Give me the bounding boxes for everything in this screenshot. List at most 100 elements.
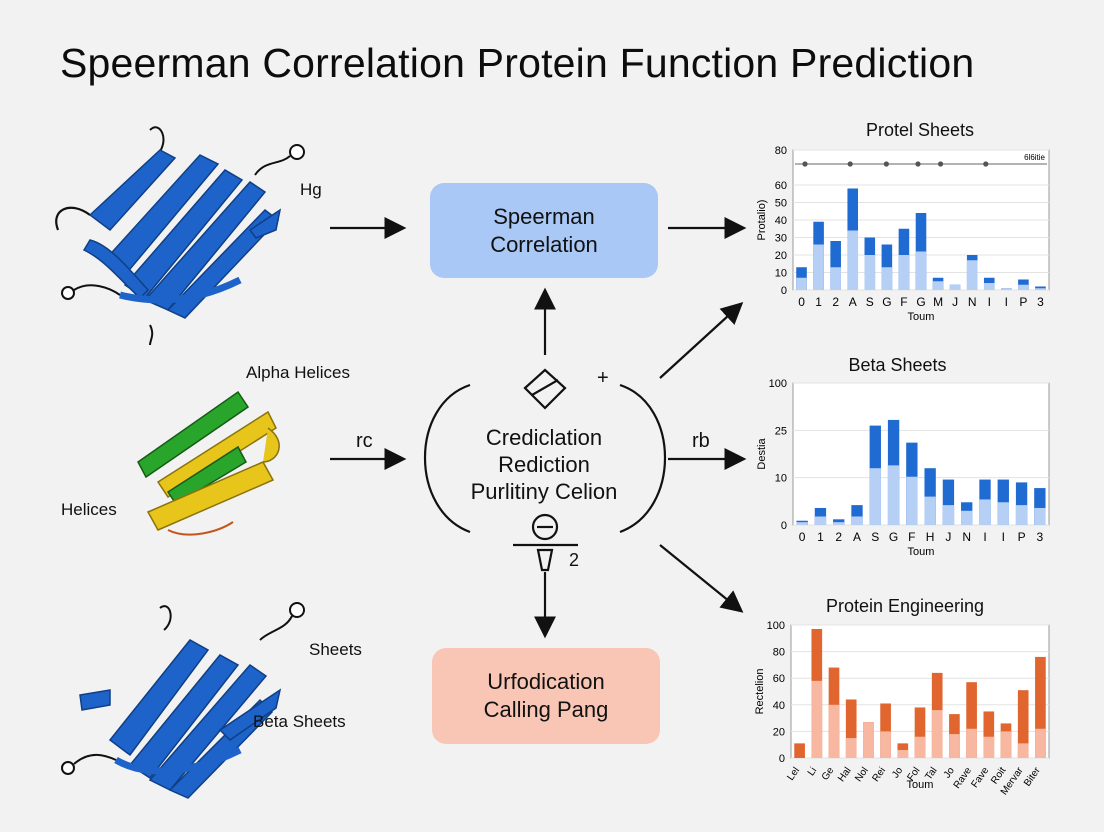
bar-segment	[966, 728, 977, 758]
x-tick-label: 0	[798, 295, 805, 309]
x-tick-label: A	[853, 530, 861, 544]
y-tick-label: 30	[775, 233, 787, 245]
bar-segment	[863, 722, 874, 758]
x-tick-label: G	[889, 530, 898, 544]
y-tick-label: 25	[775, 425, 787, 437]
y-axis-label: Destia	[756, 438, 768, 470]
y-tick-label: 100	[767, 620, 785, 632]
bar-segment	[983, 283, 995, 290]
label-beta-sheets: Beta Sheets	[253, 712, 346, 731]
x-tick-label: P	[1018, 530, 1026, 544]
y-tick-label: 0	[781, 285, 787, 297]
x-tick-label: Jo	[942, 765, 957, 780]
x-tick-label: Rave	[952, 765, 975, 791]
y-tick-label: 60	[775, 180, 787, 192]
bar-segment	[966, 260, 978, 290]
bar-segment	[949, 284, 961, 290]
y-tick-label: 10	[775, 473, 787, 485]
x-tick-label: N	[962, 530, 971, 544]
x-tick-label: S	[866, 295, 874, 309]
x-tick-label: F	[908, 530, 915, 544]
x-tick-label: Li	[806, 765, 819, 778]
x-tick-label: I	[1002, 530, 1005, 544]
bar-total	[880, 703, 891, 758]
y-tick-label: 60	[773, 673, 785, 685]
bar-segment	[864, 255, 876, 290]
x-tick-label: A	[849, 295, 857, 309]
x-tick-label: F	[900, 295, 907, 309]
x-tick-label: I	[988, 295, 991, 309]
bar-total	[942, 479, 955, 525]
arrow-label-rb: rb	[692, 430, 710, 452]
y-tick-label: 100	[769, 378, 787, 390]
chart2-title: Beta Sheets	[848, 355, 947, 375]
bar-total	[1034, 488, 1046, 525]
x-tick-label: H	[926, 530, 935, 544]
bar-segment	[942, 505, 955, 525]
bar-segment	[932, 281, 944, 290]
bar-segment	[847, 230, 859, 290]
bar-total	[845, 699, 857, 758]
x-tick-label: Hal	[836, 765, 854, 784]
reference-dot	[883, 161, 889, 167]
chart3-title: Protein Engineering	[825, 596, 985, 616]
speerman-correlation-box: Speerman Correlation	[430, 183, 658, 278]
arrow-label-rc: rc	[356, 430, 373, 452]
protein-ribbon-top-icon	[55, 126, 305, 346]
y-tick-label: 0	[779, 753, 785, 765]
bar-segment	[845, 738, 857, 758]
x-tick-label: Nol	[853, 765, 871, 784]
bar-segment	[881, 267, 893, 290]
bar-segment	[1035, 728, 1046, 758]
y-tick-label: 20	[775, 250, 787, 262]
x-tick-label: I	[1005, 295, 1008, 309]
reference-dot	[847, 161, 853, 167]
x-tick-label: G	[916, 295, 925, 309]
protein-ribbon-middle-icon	[137, 390, 280, 536]
x-axis-label: Toum	[908, 311, 935, 323]
label-hg: Hg	[300, 180, 322, 199]
bar-segment	[1001, 288, 1012, 290]
label-alpha-helices: Alpha Helices	[246, 363, 350, 382]
urfodication-box: Urfodication Calling Pang	[432, 648, 660, 744]
y-tick-label: 80	[773, 647, 785, 659]
bar-segment	[1015, 505, 1028, 525]
x-tick-label: N	[968, 295, 977, 309]
bar-segment	[811, 680, 823, 758]
bar-segment	[1017, 743, 1029, 758]
y-tick-label: 40	[773, 700, 785, 712]
label-helices: Helices	[61, 500, 117, 519]
bar-segment	[828, 704, 840, 758]
bar-total	[966, 682, 977, 758]
center-line3: Purlitiny Celion	[470, 479, 618, 504]
x-tick-label: 1	[817, 530, 824, 544]
bar-segment	[1034, 507, 1046, 525]
y-axis-label: Protalio)	[756, 200, 768, 241]
bar-total	[1035, 656, 1046, 758]
x-tick-label: G	[882, 295, 891, 309]
top-box-line1: Speerman	[493, 203, 595, 229]
bottom-box-line2: Calling Pang	[483, 697, 609, 722]
x-tick-label: 2	[832, 295, 839, 309]
x-tick-label: 0	[799, 530, 806, 544]
protein-ribbon-bottom-icon	[61, 602, 305, 799]
bar-segment	[915, 251, 927, 290]
bar-segment	[796, 522, 808, 525]
x-tick-label: I	[983, 530, 986, 544]
bar-segment	[1035, 288, 1046, 290]
page-title: Speerman Correlation Protein Function Pr…	[60, 40, 975, 86]
x-tick-label: 2	[835, 530, 842, 544]
x-axis-label: Toum	[907, 779, 934, 791]
reference-dot	[938, 161, 944, 167]
bar-total	[794, 743, 805, 758]
bar-segment	[851, 516, 863, 525]
x-tick-label: Lel	[785, 765, 802, 782]
bar-segment	[914, 736, 926, 758]
bar-segment	[997, 502, 1009, 525]
x-tick-label: Rei	[870, 765, 888, 784]
bar-segment	[813, 244, 824, 290]
y-tick-label: 10	[775, 268, 787, 280]
legend-text: 6l6itie	[1024, 153, 1045, 162]
